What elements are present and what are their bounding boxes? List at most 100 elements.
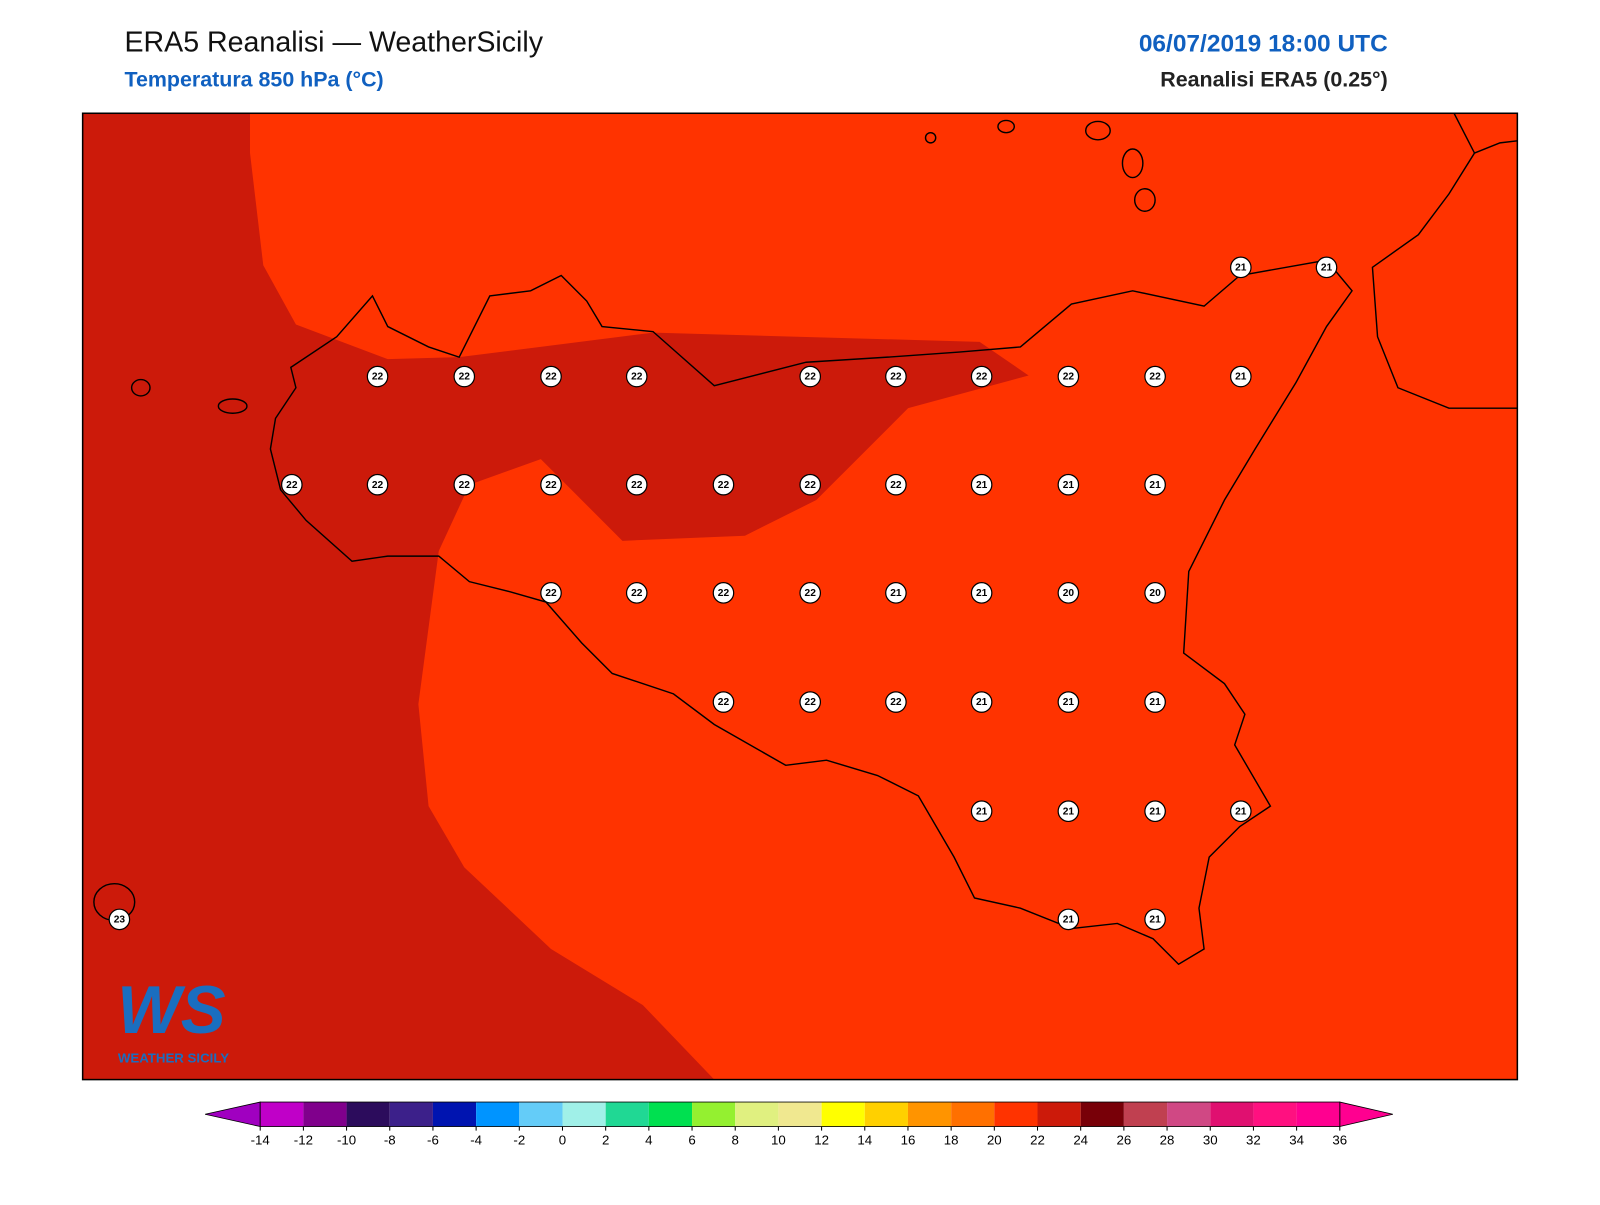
station-value: 22 (1063, 372, 1075, 383)
colorbar-box (821, 1102, 865, 1127)
colorbar-box (864, 1102, 908, 1127)
colorbar-box (1167, 1102, 1211, 1127)
station-marker (453, 473, 476, 496)
station-marker (885, 365, 907, 388)
datetime: 06/07/2019 18:00 UTC (1139, 30, 1388, 57)
colorbar-box (432, 1102, 477, 1127)
station-marker (366, 473, 389, 496)
station-value: 20 (1063, 588, 1075, 599)
colorbar-box (1080, 1102, 1124, 1127)
station-marker (540, 365, 562, 388)
station-marker (885, 582, 907, 604)
station-value: 22 (372, 480, 384, 491)
station-marker (1315, 256, 1338, 279)
station-value: 22 (631, 372, 643, 383)
station-marker (712, 582, 735, 604)
colorbar-tick-label: -14 (251, 1132, 270, 1147)
colorbar-box (605, 1102, 649, 1127)
station-marker (453, 365, 476, 388)
stations: 21 21 22 22 22 22 22 22 22 22 22 21 22 22 22 22 22 22 22 22… (108, 256, 1338, 931)
colorbar-box (519, 1102, 563, 1127)
temperature-field (82, 113, 1029, 1080)
coastline (269, 259, 1353, 966)
colorbar-box (951, 1102, 995, 1127)
colorbar-box (994, 1102, 1038, 1127)
colorbar-tick-label: 30 (1203, 1132, 1218, 1147)
colorbar-tick-label: -10 (337, 1132, 356, 1147)
station-marker (1057, 365, 1080, 388)
station-marker (712, 473, 735, 496)
colorbar-tick-label: 32 (1246, 1132, 1261, 1147)
station-marker (799, 365, 822, 388)
station-marker (625, 582, 648, 604)
station-value: 21 (1149, 915, 1161, 926)
colorbar-box (907, 1102, 952, 1127)
station-marker (970, 800, 993, 823)
map: WS WEATHER SICILY (81, 112, 1519, 1081)
station-value: 21 (1235, 263, 1247, 274)
station-value: 21 (1235, 372, 1247, 383)
station-marker (1230, 365, 1252, 388)
station-value: 22 (545, 372, 557, 383)
colorbar-box (1210, 1102, 1254, 1127)
colorbar-box (346, 1102, 390, 1127)
station-marker (108, 908, 131, 931)
station-value: 22 (718, 480, 730, 491)
colorbar-tick-label: 20 (987, 1132, 1002, 1147)
island (130, 378, 151, 397)
colorbar-tick-label: 24 (1073, 1132, 1088, 1147)
colorbar-tick-label: 28 (1160, 1132, 1175, 1147)
colorbar-tick-label: 4 (645, 1132, 652, 1147)
station-value: 22 (890, 480, 902, 491)
station-marker (1230, 256, 1252, 279)
station-value: 21 (1149, 806, 1161, 817)
station-marker (1144, 582, 1166, 604)
station-marker (1057, 691, 1080, 713)
station-marker (970, 365, 993, 388)
colorbar-tick-label: -6 (427, 1132, 439, 1147)
colorbar-tick-label: 14 (857, 1132, 872, 1147)
colorbar-under (205, 1101, 261, 1128)
station-marker (799, 691, 822, 713)
colorbar-tick-label: 16 (901, 1132, 916, 1147)
station-marker (970, 691, 993, 713)
colorbar-tick-label: 8 (732, 1132, 739, 1147)
station-marker (712, 691, 735, 713)
station-value: 22 (631, 588, 643, 599)
colorbar-box (648, 1102, 693, 1127)
station-value: 21 (976, 588, 988, 599)
colorbar-box (260, 1102, 304, 1127)
station-value: 22 (545, 588, 557, 599)
station-value: 22 (890, 697, 902, 708)
station-marker (540, 582, 562, 604)
station-marker (970, 582, 993, 604)
colorbar-box (1037, 1102, 1081, 1127)
colorbar-box (562, 1102, 606, 1127)
coastline (1474, 140, 1518, 154)
colorbar-tick-label: -8 (384, 1132, 396, 1147)
station-marker (885, 473, 907, 496)
island (924, 131, 937, 144)
station-marker (1057, 582, 1080, 604)
station-value: 21 (1321, 263, 1333, 274)
station-value: 22 (718, 588, 730, 599)
station-value: 22 (459, 480, 471, 491)
map-frame (81, 112, 1519, 1081)
colorbar-box (389, 1102, 433, 1127)
station-marker (1057, 800, 1080, 823)
station-marker (1144, 365, 1166, 388)
title: ERA5 Reanalisi — WeatherSicily (124, 26, 543, 58)
station-value: 22 (1149, 372, 1161, 383)
colorbar-tick-label: -2 (513, 1132, 525, 1147)
station-value: 21 (976, 806, 988, 817)
colorbar-tick-label: -12 (294, 1132, 313, 1147)
station-value: 22 (805, 588, 817, 599)
station-marker (799, 582, 822, 604)
colorbar-box (303, 1102, 347, 1127)
station-value: 21 (1149, 697, 1161, 708)
coastline (1371, 112, 1518, 409)
station-value: 22 (459, 372, 471, 383)
station-value: 21 (1063, 915, 1075, 926)
colorbar-box (1253, 1102, 1297, 1127)
colorbar-over (1339, 1101, 1393, 1128)
